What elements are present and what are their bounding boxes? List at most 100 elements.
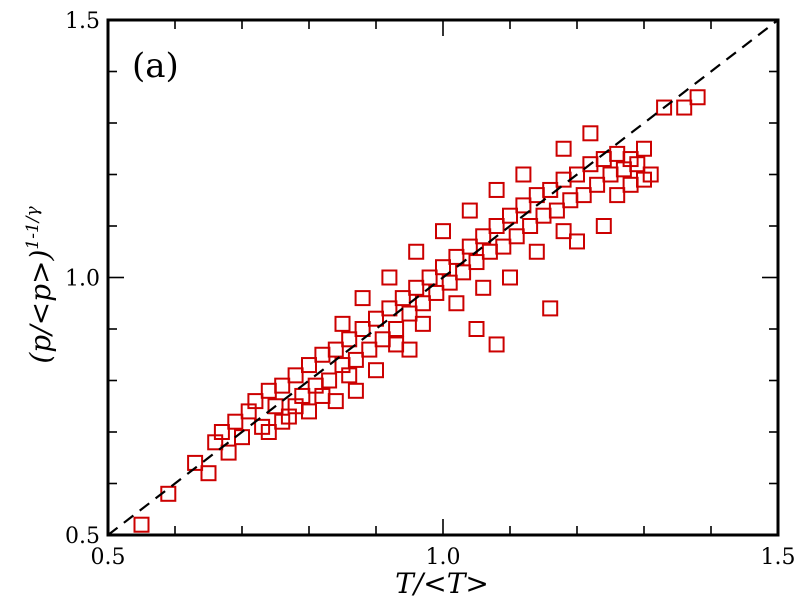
- data-point-marker: [260, 424, 277, 440]
- data-point-marker: [408, 279, 425, 296]
- data-point-marker: [381, 269, 398, 286]
- data-point-marker: [354, 290, 371, 307]
- data-point-marker: [421, 269, 438, 286]
- data-point-marker: [133, 516, 150, 533]
- data-point-marker: [260, 382, 277, 399]
- data-point-marker: [448, 248, 465, 265]
- data-point-marker: [475, 228, 492, 245]
- data-point-marker: [327, 393, 344, 410]
- data-point-marker: [408, 243, 425, 260]
- data-point-marker: [622, 176, 639, 193]
- data-point-marker: [414, 295, 431, 312]
- data-point-marker: [562, 192, 579, 209]
- data-point-marker: [388, 336, 405, 353]
- data-point-marker: [327, 341, 344, 358]
- data-point-marker: [448, 295, 465, 312]
- data-point-marker: [368, 310, 384, 327]
- x-tick-label: 0.5: [91, 545, 126, 570]
- data-point-marker: [394, 290, 411, 307]
- data-point-marker: [301, 357, 317, 374]
- data-point-marker: [535, 207, 552, 224]
- data-point-marker: [488, 218, 505, 234]
- data-point-marker: [548, 202, 565, 219]
- data-point-marker: [220, 444, 237, 461]
- data-point-marker: [595, 218, 612, 234]
- data-point-marker: [555, 140, 572, 157]
- reference-dashed-line: [107, 19, 779, 536]
- x-tick-label: 1.0: [426, 545, 461, 570]
- x-axis-label: T/<T>: [395, 567, 489, 600]
- data-point-marker: [575, 187, 592, 204]
- y-tick-label: 1.0: [65, 267, 100, 292]
- data-point-marker: [502, 207, 518, 224]
- data-point-marker: [488, 181, 505, 198]
- data-point-marker: [609, 145, 626, 162]
- data-point-marker: [582, 125, 599, 142]
- data-point-marker: [213, 424, 230, 440]
- data-point-marker: [341, 367, 358, 384]
- data-point-marker: [636, 140, 652, 157]
- data-point-marker: [636, 171, 652, 188]
- data-point-marker: [287, 398, 304, 415]
- data-point-marker: [542, 300, 559, 317]
- data-point-marker: [515, 197, 532, 214]
- x-tick-label: 1.5: [761, 545, 796, 570]
- data-point-marker: [569, 166, 585, 183]
- data-point-marker: [468, 254, 485, 271]
- data-point-marker: [481, 243, 498, 260]
- data-point-marker: [227, 413, 244, 430]
- data-point-marker: [441, 274, 458, 291]
- markers-layer: [133, 89, 706, 533]
- data-point-marker: [468, 321, 485, 337]
- plot-frame: [106, 18, 780, 537]
- data-point-marker: [488, 336, 505, 353]
- data-point-marker: [314, 387, 331, 404]
- data-point-marker: [495, 238, 512, 255]
- y-tick-label: 1.5: [65, 9, 100, 34]
- data-point-marker: [368, 362, 384, 379]
- data-point-marker: [475, 279, 492, 296]
- data-point-marker: [629, 156, 646, 173]
- data-point-marker: [374, 331, 391, 348]
- data-point-marker: [247, 393, 264, 410]
- data-point-marker: [361, 341, 378, 358]
- data-point-marker: [381, 300, 398, 317]
- data-point-marker: [656, 99, 673, 116]
- data-point-marker: [555, 223, 572, 240]
- data-point-marker: [321, 372, 338, 389]
- data-point-marker: [301, 403, 317, 420]
- data-point-marker: [341, 331, 358, 348]
- data-point-marker: [274, 413, 291, 430]
- y-tick-label: 0.5: [65, 524, 100, 549]
- data-point-marker: [287, 367, 304, 384]
- data-point-marker: [508, 228, 525, 245]
- data-point-marker: [455, 264, 472, 281]
- data-point-marker: [388, 321, 405, 337]
- svg-text:(p/<p>)1-1/γ: (p/<p>)1-1/γ: [23, 205, 57, 363]
- panel-label: (a): [132, 46, 179, 86]
- data-point-marker: [515, 166, 532, 183]
- data-point-marker: [347, 351, 364, 368]
- data-point-marker: [528, 187, 545, 204]
- data-point-marker: [267, 398, 284, 415]
- data-point-marker: [200, 465, 217, 482]
- data-point-marker: [401, 305, 418, 322]
- y-axis-label: (p/<p>): [24, 250, 57, 364]
- data-point-marker: [569, 233, 585, 250]
- data-point-marker: [314, 346, 331, 363]
- data-point-marker: [602, 166, 619, 183]
- data-point-marker: [435, 223, 451, 240]
- data-point-marker: [522, 218, 539, 234]
- data-point-marker: [354, 321, 371, 337]
- data-point-marker: [502, 269, 518, 286]
- y-axis-label-exponent: 1-1/γ: [23, 205, 43, 249]
- data-point-marker: [274, 377, 291, 394]
- data-point-marker: [401, 341, 418, 358]
- data-point-marker: [334, 315, 351, 332]
- data-point-marker: [461, 202, 478, 219]
- data-point-marker: [428, 284, 445, 301]
- data-point-marker: [347, 382, 364, 399]
- data-point-marker: [528, 243, 545, 260]
- data-point-marker: [461, 238, 478, 255]
